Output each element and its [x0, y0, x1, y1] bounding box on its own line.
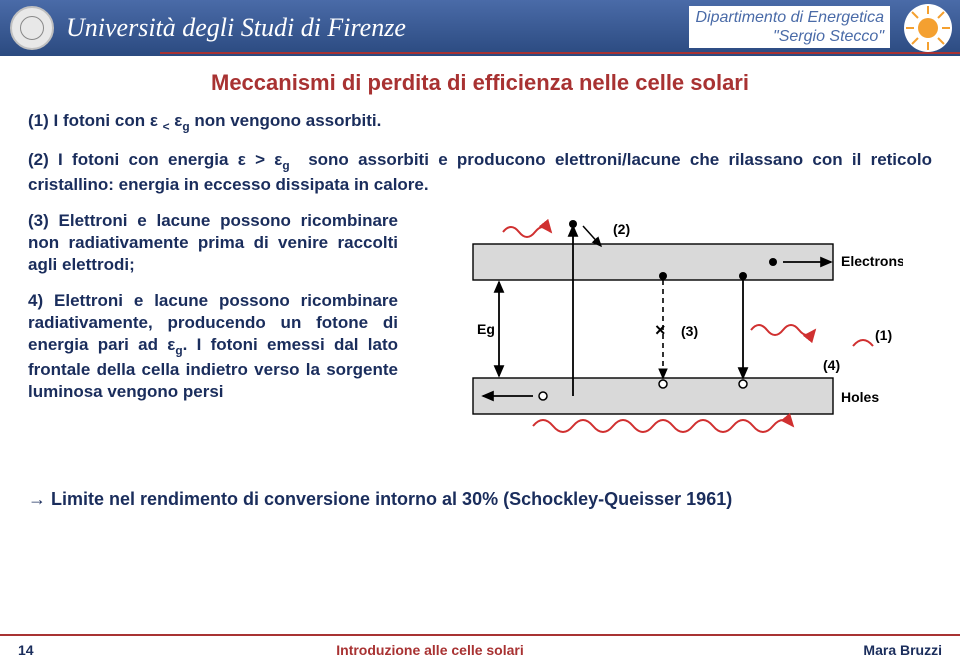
thermalize-arrow [583, 226, 601, 246]
band-diagram: (2) Electrons Eg × (3) [423, 210, 903, 460]
recomb-electron [659, 272, 667, 280]
para-4: 4) Elettroni e lacune possono ricombinar… [28, 290, 398, 403]
label-4: (4) [823, 357, 840, 373]
photon-2-wave [503, 227, 551, 237]
vb-hole [539, 392, 547, 400]
slide-header: Università degli Studi di Firenze Dipart… [0, 0, 960, 56]
nonrad-x: × [655, 320, 666, 340]
header-divider [160, 52, 960, 54]
label-holes: Holes [841, 389, 879, 405]
photon-1-tail [853, 340, 873, 346]
content-area: (1) I fotoni con ε < εg non vengono asso… [0, 110, 960, 511]
photon-1-long [533, 420, 793, 432]
slide-title: Meccanismi di perdita di efficienza nell… [211, 70, 749, 95]
para-3: (3) Elettroni e lacune possono ricombina… [28, 210, 398, 276]
two-column-row: (3) Elettroni e lacune possono ricombina… [28, 210, 932, 460]
conclusion-line: → Limite nel rendimento di conversione i… [28, 488, 932, 511]
photon-4-wave [751, 325, 815, 335]
university-crest [10, 6, 54, 50]
label-eg: Eg [477, 321, 495, 337]
diagram-column: (2) Electrons Eg × (3) [418, 210, 908, 460]
conduction-band [473, 244, 833, 280]
sun-logo-icon [904, 4, 952, 52]
para-1: (1) I fotoni con ε < εg non vengono asso… [28, 110, 932, 135]
hot-electron [569, 220, 577, 228]
recomb-hole [659, 380, 667, 388]
label-3: (3) [681, 323, 698, 339]
page-number: 14 [18, 642, 78, 658]
rad-electron [739, 272, 747, 280]
footer-title: Introduzione alle celle solari [78, 642, 782, 658]
label-2: (2) [613, 221, 630, 237]
left-text-column: (3) Elettroni e lacune possono ricombina… [28, 210, 398, 418]
department-block: Dipartimento di Energetica "Sergio Stecc… [689, 6, 890, 48]
label-1: (1) [875, 327, 892, 343]
title-row: Meccanismi di perdita di efficienza nell… [0, 70, 960, 96]
footer-author: Mara Bruzzi [782, 642, 942, 658]
cb-electron [769, 258, 777, 266]
label-electrons: Electrons [841, 253, 903, 269]
para-2: (2) I fotoni con energia ε > εg sono ass… [28, 149, 932, 196]
dept-line2: "Sergio Stecco" [695, 27, 884, 46]
rad-hole [739, 380, 747, 388]
dept-line1: Dipartimento di Energetica [695, 8, 884, 27]
slide-footer: 14 Introduzione alle celle solari Mara B… [0, 634, 960, 664]
